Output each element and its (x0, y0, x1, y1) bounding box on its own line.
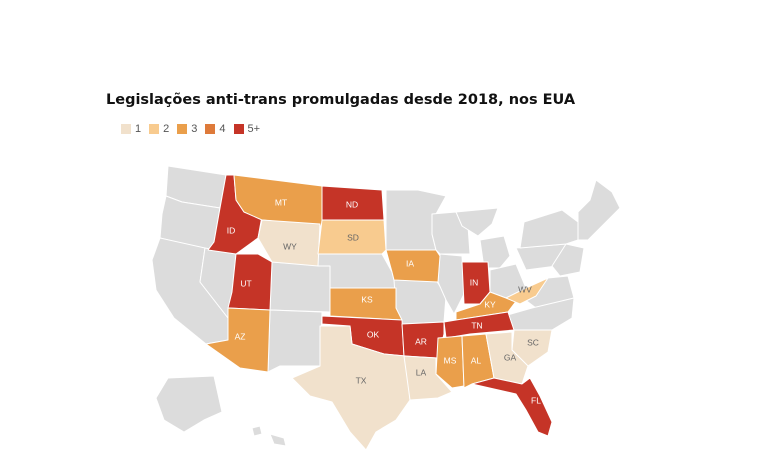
state-ak (155, 375, 223, 433)
state-label-ok: OK (367, 329, 380, 339)
state-label-ar: AR (415, 336, 427, 346)
state-label-la: LA (416, 367, 427, 377)
state-label-ga: GA (504, 352, 517, 362)
state-label-fl: FL (531, 395, 541, 405)
legend-label: 3 (191, 123, 198, 135)
legend-swatch (149, 124, 160, 134)
state-ks (329, 287, 403, 321)
state-label-al: AL (471, 355, 482, 365)
state-label-ms: MS (444, 355, 457, 365)
state-label-ky: KY (484, 299, 496, 309)
state-label-tx: TX (356, 375, 367, 385)
legend-swatch (121, 124, 131, 134)
state-label-nd: ND (346, 199, 358, 209)
legend-item-2: 2 (149, 123, 169, 135)
legend-swatch (233, 124, 244, 134)
legend-item-1: 1 (121, 123, 141, 135)
state-label-ia: IA (406, 258, 414, 268)
state-sd (317, 219, 387, 255)
state-hi (251, 425, 287, 447)
legend: 1 2 3 4 5+ (121, 123, 268, 135)
state-label-id: ID (227, 225, 236, 235)
legend-label: 5+ (247, 123, 261, 135)
state-ms (435, 335, 465, 389)
legend-label: 2 (163, 123, 170, 135)
state-ia (385, 249, 441, 283)
state-label-az: AZ (235, 331, 246, 341)
state-label-wy: WY (283, 241, 297, 251)
state-ny (519, 209, 579, 249)
state-label-wv: WV (518, 284, 532, 294)
state-az (205, 307, 271, 373)
map-title: Legislações anti-trans promulgadas desde… (106, 92, 576, 108)
state-tx (291, 325, 411, 451)
state-new-england (577, 179, 621, 241)
state-nj-de-md (551, 243, 585, 277)
state-label-sd: SD (347, 232, 359, 242)
state-label-tn: TN (471, 320, 482, 330)
legend-swatch (177, 124, 188, 134)
legend-item-3: 3 (177, 123, 197, 135)
state-ne (317, 253, 397, 289)
highlighted-states (205, 174, 553, 451)
legend-item-4: 4 (205, 123, 226, 135)
state-co (269, 261, 331, 313)
legend-label: 1 (135, 123, 142, 135)
state-labels: ID MT ND WY SD IA UT KS IN KY WV AZ OK A… (227, 197, 541, 405)
state-label-sc: SC (527, 337, 539, 347)
legend-label: 4 (219, 123, 226, 135)
state-fl (471, 377, 553, 437)
legend-swatch (205, 124, 216, 134)
state-label-ks: KS (361, 294, 373, 304)
state-label-in: IN (470, 277, 479, 287)
legend-item-5plus: 5+ (233, 123, 261, 135)
state-wy (257, 219, 321, 267)
background-states (151, 165, 621, 447)
state-wv (505, 277, 549, 305)
state-label-mt: MT (275, 197, 287, 207)
state-mo (393, 279, 447, 325)
state-label-ut: UT (240, 278, 251, 288)
state-nm (267, 309, 323, 373)
state-la (403, 355, 453, 401)
